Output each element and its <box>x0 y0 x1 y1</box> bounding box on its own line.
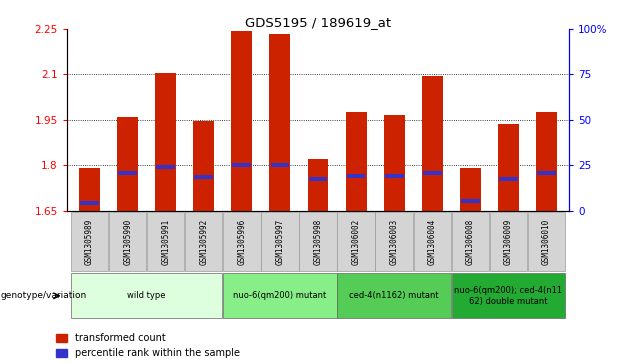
Bar <box>223 212 261 271</box>
Bar <box>345 112 366 211</box>
Bar <box>375 212 413 271</box>
Bar <box>147 212 184 271</box>
Text: GSM1305997: GSM1305997 <box>275 218 284 265</box>
Bar <box>385 174 404 178</box>
Bar <box>338 273 451 318</box>
Text: GSM1305989: GSM1305989 <box>85 218 94 265</box>
Bar <box>308 159 328 211</box>
Bar <box>537 171 556 175</box>
Bar <box>347 174 366 178</box>
Legend: transformed count, percentile rank within the sample: transformed count, percentile rank withi… <box>56 333 240 358</box>
Text: nuo-6(qm200) mutant: nuo-6(qm200) mutant <box>233 291 326 300</box>
Bar <box>185 212 223 271</box>
Text: GSM1306010: GSM1306010 <box>542 218 551 265</box>
Bar <box>338 212 375 271</box>
Bar <box>232 30 252 211</box>
Text: GSM1306003: GSM1306003 <box>390 218 399 265</box>
Bar <box>452 273 565 318</box>
Bar <box>232 163 251 167</box>
Bar <box>423 171 441 175</box>
Bar <box>223 273 336 318</box>
Bar <box>461 200 480 203</box>
Bar <box>195 175 213 179</box>
Bar <box>109 212 146 271</box>
Bar <box>118 171 137 175</box>
Bar <box>71 212 108 271</box>
Bar <box>156 165 175 169</box>
Text: GSM1305996: GSM1305996 <box>237 218 246 265</box>
Bar <box>79 168 100 211</box>
Text: ced-4(n1162) mutant: ced-4(n1162) mutant <box>349 291 439 300</box>
Bar <box>490 212 527 271</box>
Bar <box>460 168 481 211</box>
Text: GSM1305990: GSM1305990 <box>123 218 132 265</box>
Bar <box>384 115 404 211</box>
Text: GSM1305992: GSM1305992 <box>199 218 209 265</box>
Bar <box>193 121 214 211</box>
Text: nuo-6(qm200); ced-4(n11
62) double mutant: nuo-6(qm200); ced-4(n11 62) double mutan… <box>454 286 562 306</box>
Bar <box>300 212 336 271</box>
Bar <box>536 112 557 211</box>
Bar <box>155 73 176 211</box>
Bar <box>270 33 291 211</box>
Text: GSM1306009: GSM1306009 <box>504 218 513 265</box>
Text: wild type: wild type <box>127 291 166 300</box>
Bar <box>498 124 519 211</box>
Bar <box>528 212 565 271</box>
Bar <box>71 273 223 318</box>
Bar <box>308 177 328 181</box>
Text: GSM1306008: GSM1306008 <box>466 218 474 265</box>
Bar <box>452 212 489 271</box>
Bar <box>117 117 138 211</box>
Bar <box>80 201 99 205</box>
Text: GSM1306004: GSM1306004 <box>427 218 437 265</box>
Bar <box>261 212 298 271</box>
Bar <box>499 177 518 181</box>
Bar <box>270 163 289 167</box>
Text: genotype/variation: genotype/variation <box>1 291 87 300</box>
Text: GSM1306002: GSM1306002 <box>352 218 361 265</box>
Text: GSM1305991: GSM1305991 <box>162 218 170 265</box>
Text: GDS5195 / 189619_at: GDS5195 / 189619_at <box>245 16 391 29</box>
Bar <box>413 212 451 271</box>
Text: GSM1305998: GSM1305998 <box>314 218 322 265</box>
Bar <box>422 76 443 211</box>
